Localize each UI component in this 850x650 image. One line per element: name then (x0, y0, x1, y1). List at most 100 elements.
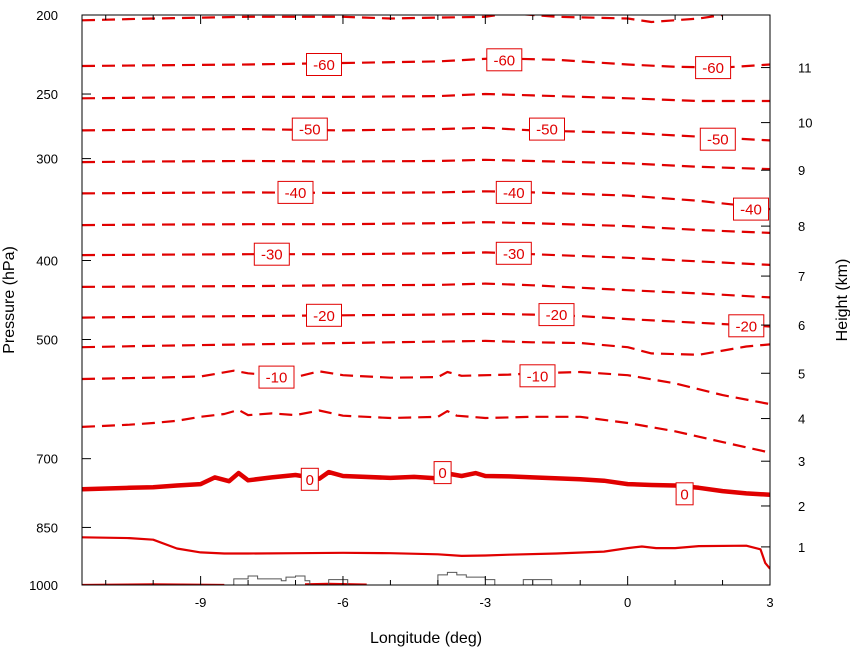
terrain-step (522, 579, 553, 585)
y-axis-title: Pressure (hPa) (1, 246, 18, 354)
x-tick-label: -9 (195, 595, 207, 610)
contour-label-box (675, 482, 694, 506)
contour-line (82, 536, 770, 570)
contour-line (82, 339, 770, 356)
y2-tick-label: 4 (798, 412, 805, 427)
contour-label-box (253, 242, 290, 266)
y-tick-label: 700 (36, 452, 58, 467)
contour-label: -30 (253, 242, 290, 266)
y-tick-label: 300 (36, 152, 58, 167)
contour-label: -50 (699, 127, 736, 151)
contour-label-text: -50 (707, 132, 729, 149)
contour-label: -20 (306, 303, 342, 327)
contour-label-box (699, 127, 736, 151)
contour-label-box (519, 364, 556, 388)
contour-label-text: -40 (503, 185, 525, 202)
y-tick-label: 400 (36, 253, 58, 268)
contour-labels: -60 -60 -60 -50 -50 -50 -40 -40 -40 -30 -30 -20 -20 -… (253, 48, 769, 506)
contour-label-box (291, 117, 328, 141)
contour-line (82, 312, 770, 328)
y-tick-label: 850 (36, 520, 58, 535)
contour-line (82, 57, 770, 69)
contour-line (82, 92, 770, 103)
contour-label-box (529, 117, 565, 141)
contour-label-text: -20 (313, 308, 335, 325)
contour-label-text: 0 (438, 465, 446, 482)
x-tick-label: 0 (624, 595, 631, 610)
contour-label: -10 (519, 364, 556, 388)
y2-tick-label: 7 (798, 269, 805, 284)
contour-label-box (277, 180, 314, 204)
y2-tick-label: 9 (798, 163, 805, 178)
contour-line (82, 190, 770, 211)
contour-label: -60 (306, 53, 342, 76)
contour-label-box (538, 303, 575, 327)
y2-tick-label: 8 (798, 219, 805, 234)
contour-label: -60 (695, 56, 732, 80)
contour-line (82, 369, 770, 406)
contour-label: 0 (675, 482, 694, 506)
contour-line (304, 582, 367, 585)
terrain-step (233, 575, 311, 585)
contour-label-box (728, 314, 765, 338)
contour-label-box (733, 197, 769, 221)
y2-tick-label: 3 (798, 454, 805, 469)
contour-label-text: -30 (503, 246, 525, 263)
contour-label: -20 (728, 314, 765, 338)
contour-label-text: -50 (536, 122, 558, 139)
y-axis-pressure: 200 250 300 400 500 700 850 1000 (29, 8, 91, 593)
contour-label-text: -40 (740, 202, 762, 219)
y2-tick-label: 6 (798, 318, 805, 333)
y2-tick-label: 1 (798, 540, 805, 555)
y2-tick-label: 11 (798, 61, 812, 76)
terrain-step (328, 579, 349, 585)
contour-label-text: -20 (735, 318, 757, 335)
y-tick-label: 200 (36, 8, 58, 23)
y-tick-label: 1000 (29, 578, 58, 593)
y2-tick-label: 10 (798, 116, 812, 131)
contour-label: 0 (433, 461, 452, 485)
contour-line (82, 126, 770, 142)
contour-label-box (306, 303, 342, 327)
x-axis-title: Longitude (deg) (370, 630, 482, 647)
contour-label-box (258, 365, 295, 389)
y-tick-label: 500 (36, 333, 58, 348)
contour-line (82, 158, 770, 171)
contour-label-text: -20 (546, 307, 568, 324)
contour-label-text: -40 (285, 185, 307, 202)
contour-label-box (306, 53, 342, 76)
y-axis-height: 11 10 9 8 7 6 5 4 3 2 1 (761, 61, 812, 555)
y-tick-label: 250 (36, 87, 58, 102)
contour-label: -40 (733, 197, 769, 221)
contour-label: 0 (300, 467, 319, 491)
x-tick-label: 3 (766, 595, 773, 610)
contour-label: -10 (258, 365, 295, 389)
contour-label: -50 (529, 117, 565, 141)
y2-axis-title: Height (km) (834, 259, 850, 342)
contour-label-text: 0 (680, 486, 688, 503)
contour-label-box (433, 461, 452, 485)
plot-frame (81, 14, 771, 586)
x-tick-label: -3 (480, 595, 492, 610)
contour-line (82, 221, 770, 234)
y2-tick-label: 5 (798, 366, 805, 381)
contour-label-box (495, 241, 532, 265)
contour-label-box (695, 56, 732, 80)
contour-label-text: 0 (306, 472, 314, 489)
contour-line (82, 469, 770, 497)
contour-label-text: -10 (266, 370, 288, 387)
terrain-outline (233, 571, 553, 585)
contour-label-text: -60 (493, 52, 515, 69)
contour-label-box (300, 467, 319, 491)
contour-line (82, 408, 770, 454)
contour-label: -50 (291, 117, 328, 141)
contour-label-text: -60 (702, 60, 724, 77)
contour-lines (82, 15, 770, 585)
x-axis: -9 -6 -3 0 3 (105, 15, 774, 610)
contour-label-text: -50 (299, 122, 321, 139)
contour-label-box (495, 180, 532, 204)
contour-label-text: -10 (527, 368, 549, 385)
contour-label: -20 (538, 303, 575, 327)
contour-label-text: -30 (261, 247, 283, 264)
